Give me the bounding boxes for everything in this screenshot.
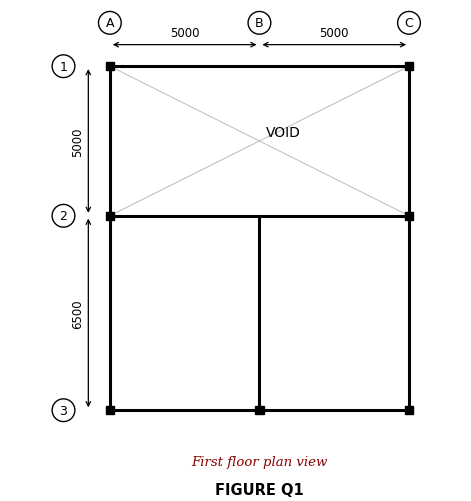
Text: 5000: 5000	[71, 127, 84, 156]
Text: FIGURE Q1: FIGURE Q1	[215, 482, 304, 497]
Text: C: C	[405, 18, 414, 30]
Bar	[255, 406, 264, 415]
Text: 5000: 5000	[319, 27, 349, 40]
Text: 2: 2	[59, 210, 67, 223]
Text: 1: 1	[59, 61, 67, 74]
Circle shape	[248, 13, 271, 35]
Text: A: A	[106, 18, 114, 30]
Circle shape	[52, 205, 75, 227]
Bar	[405, 63, 413, 71]
Text: 5000: 5000	[170, 27, 199, 40]
Bar	[405, 406, 413, 415]
Circle shape	[398, 13, 421, 35]
Bar	[106, 406, 114, 415]
Text: 6500: 6500	[71, 299, 84, 328]
Circle shape	[52, 56, 75, 79]
Text: First floor plan view: First floor plan view	[191, 455, 328, 468]
Text: B: B	[255, 18, 264, 30]
Circle shape	[98, 13, 121, 35]
Text: VOID: VOID	[266, 126, 301, 140]
Circle shape	[52, 399, 75, 422]
Bar	[106, 212, 114, 220]
Bar	[405, 212, 413, 220]
Text: 3: 3	[59, 404, 67, 417]
Bar	[106, 63, 114, 71]
